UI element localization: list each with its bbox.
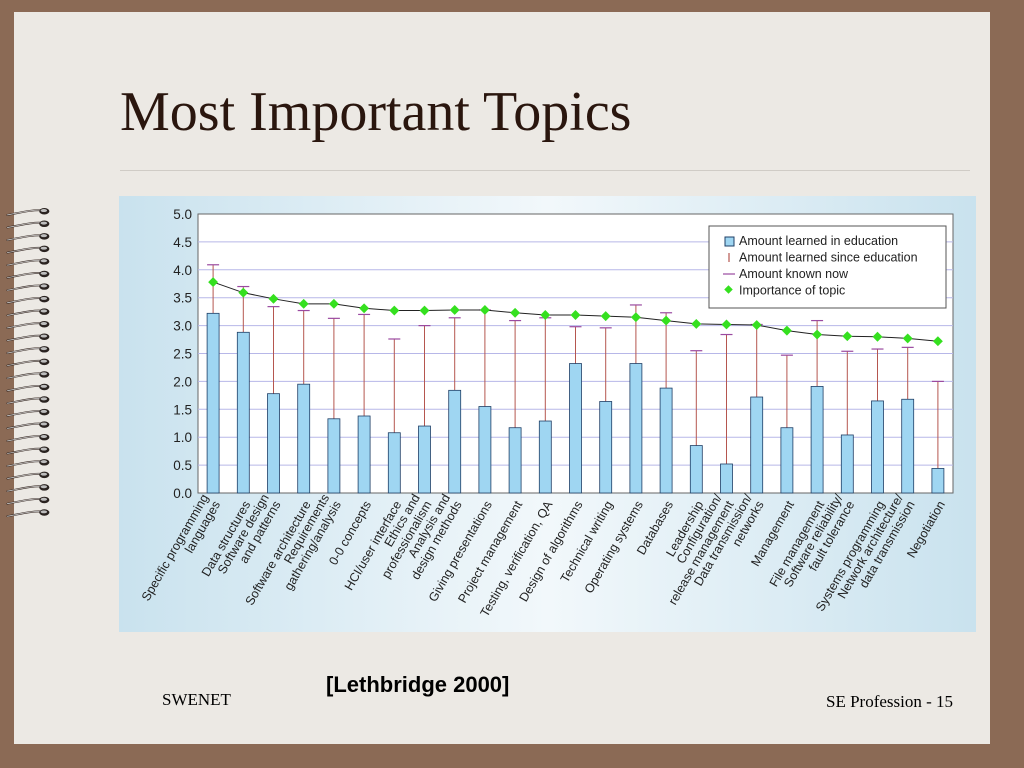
point-importance-of-topic — [208, 277, 219, 288]
binding-ring — [6, 396, 50, 405]
point-importance-of-topic — [238, 287, 249, 298]
binding-ring — [6, 208, 50, 216]
y-tick-label: 1.5 — [173, 402, 192, 417]
page-title: Most Important Topics — [120, 81, 632, 143]
binding-ring — [6, 358, 50, 367]
legend-box — [708, 225, 947, 309]
bar-amount-learned-education — [236, 331, 250, 494]
bar-amount-learned-education — [720, 463, 733, 494]
legend-label-since: Amount learned since education — [739, 251, 918, 265]
bar-amount-learned-education — [750, 396, 764, 494]
spiral-binding — [6, 208, 50, 518]
point-importance-of-topic — [751, 320, 762, 330]
legend-label-known: Amount known now — [739, 267, 849, 281]
binding-ring — [6, 421, 50, 430]
bar-amount-learned-education — [267, 393, 280, 494]
binding-ring — [6, 245, 50, 254]
bar-amount-learned-education — [780, 427, 794, 494]
bar-amount-learned-education — [840, 434, 854, 494]
citation: [Lethbridge 2000] — [326, 672, 510, 697]
bar-amount-learned-education — [599, 401, 613, 494]
binding-ring — [6, 509, 50, 518]
title-divider — [120, 170, 970, 171]
point-importance-of-topic — [872, 331, 883, 342]
point-importance-of-topic — [540, 310, 551, 320]
binding-ring — [6, 233, 50, 241]
point-importance-of-topic — [570, 310, 581, 320]
bar-amount-learned-education — [871, 400, 884, 494]
binding-ring — [6, 220, 50, 229]
bar-amount-learned-education — [478, 406, 492, 494]
y-tick-label: 0.5 — [173, 458, 192, 473]
legend: Amount learned in education Amount learn… — [708, 225, 947, 309]
binding-ring — [6, 371, 50, 380]
bar-amount-learned-education — [931, 468, 945, 494]
point-importance-of-topic — [600, 311, 611, 322]
binding-ring — [6, 383, 50, 392]
point-importance-of-topic — [721, 319, 732, 330]
point-importance-of-topic — [842, 331, 853, 342]
bar-amount-learned-education — [659, 387, 673, 494]
binding-ring — [6, 333, 50, 342]
binding-ring — [6, 270, 50, 279]
bar-amount-learned-education — [538, 420, 552, 494]
point-importance-of-topic — [691, 318, 702, 329]
binding-ring — [6, 459, 50, 467]
footer-right: SE Profession - 15 — [826, 692, 954, 711]
binding-ring — [6, 320, 50, 329]
point-importance-of-topic — [298, 298, 309, 309]
binding-ring — [6, 496, 50, 505]
bar-amount-learned-education — [569, 363, 582, 494]
point-importance-of-topic — [328, 298, 339, 309]
point-importance-of-topic — [630, 312, 641, 323]
binding-ring — [6, 433, 50, 442]
y-tick-label: 2.0 — [173, 374, 192, 389]
binding-ring — [6, 446, 50, 455]
y-tick-label: 4.5 — [173, 235, 192, 250]
binding-ring — [6, 258, 50, 267]
bar-amount-learned-education — [629, 363, 643, 494]
point-importance-of-topic — [449, 305, 460, 315]
y-tick-label: 0.0 — [173, 486, 192, 501]
point-importance-of-topic — [661, 315, 672, 326]
binding-ring — [6, 346, 50, 354]
point-importance-of-topic — [932, 336, 943, 347]
binding-ring — [6, 308, 50, 317]
y-tick-label: 1.0 — [173, 430, 192, 445]
bar-amount-learned-education — [689, 445, 703, 494]
bar-amount-learned-education — [508, 427, 522, 494]
bar-amount-learned-education — [387, 432, 401, 494]
point-importance-of-topic — [812, 329, 823, 340]
bar-amount-learned-education — [448, 389, 462, 494]
binding-ring — [6, 484, 50, 493]
y-tick-label: 5.0 — [173, 207, 192, 222]
y-tick-label: 3.0 — [173, 319, 192, 334]
bar-amount-learned-education — [418, 425, 431, 494]
legend-bar-swatch — [724, 236, 735, 247]
point-importance-of-topic — [902, 333, 913, 344]
footer-left: SWENET — [162, 690, 231, 709]
y-tick-label: 2.5 — [173, 347, 192, 362]
binding-ring — [6, 408, 50, 417]
chart: 0.00.51.01.52.02.53.03.54.04.55.0 Specif… — [119, 196, 976, 632]
point-importance-of-topic — [479, 305, 490, 315]
binding-ring — [6, 283, 50, 292]
bar-amount-learned-education — [206, 312, 220, 494]
bar-amount-learned-education — [297, 383, 311, 494]
y-tick-label: 3.5 — [173, 291, 192, 306]
legend-label-importance: Importance of topic — [739, 284, 845, 298]
bar-amount-learned-education — [357, 415, 371, 494]
bar-amount-learned-education — [810, 386, 824, 494]
legend-label-education: Amount learned in education — [739, 234, 898, 248]
bar-amount-learned-education — [901, 398, 915, 494]
bar-amount-learned-education — [327, 418, 341, 494]
y-tick-label: 4.0 — [173, 263, 192, 278]
point-importance-of-topic — [781, 325, 792, 336]
binding-ring — [6, 295, 50, 304]
binding-ring — [6, 471, 50, 480]
legend-importance-swatch — [724, 285, 733, 294]
